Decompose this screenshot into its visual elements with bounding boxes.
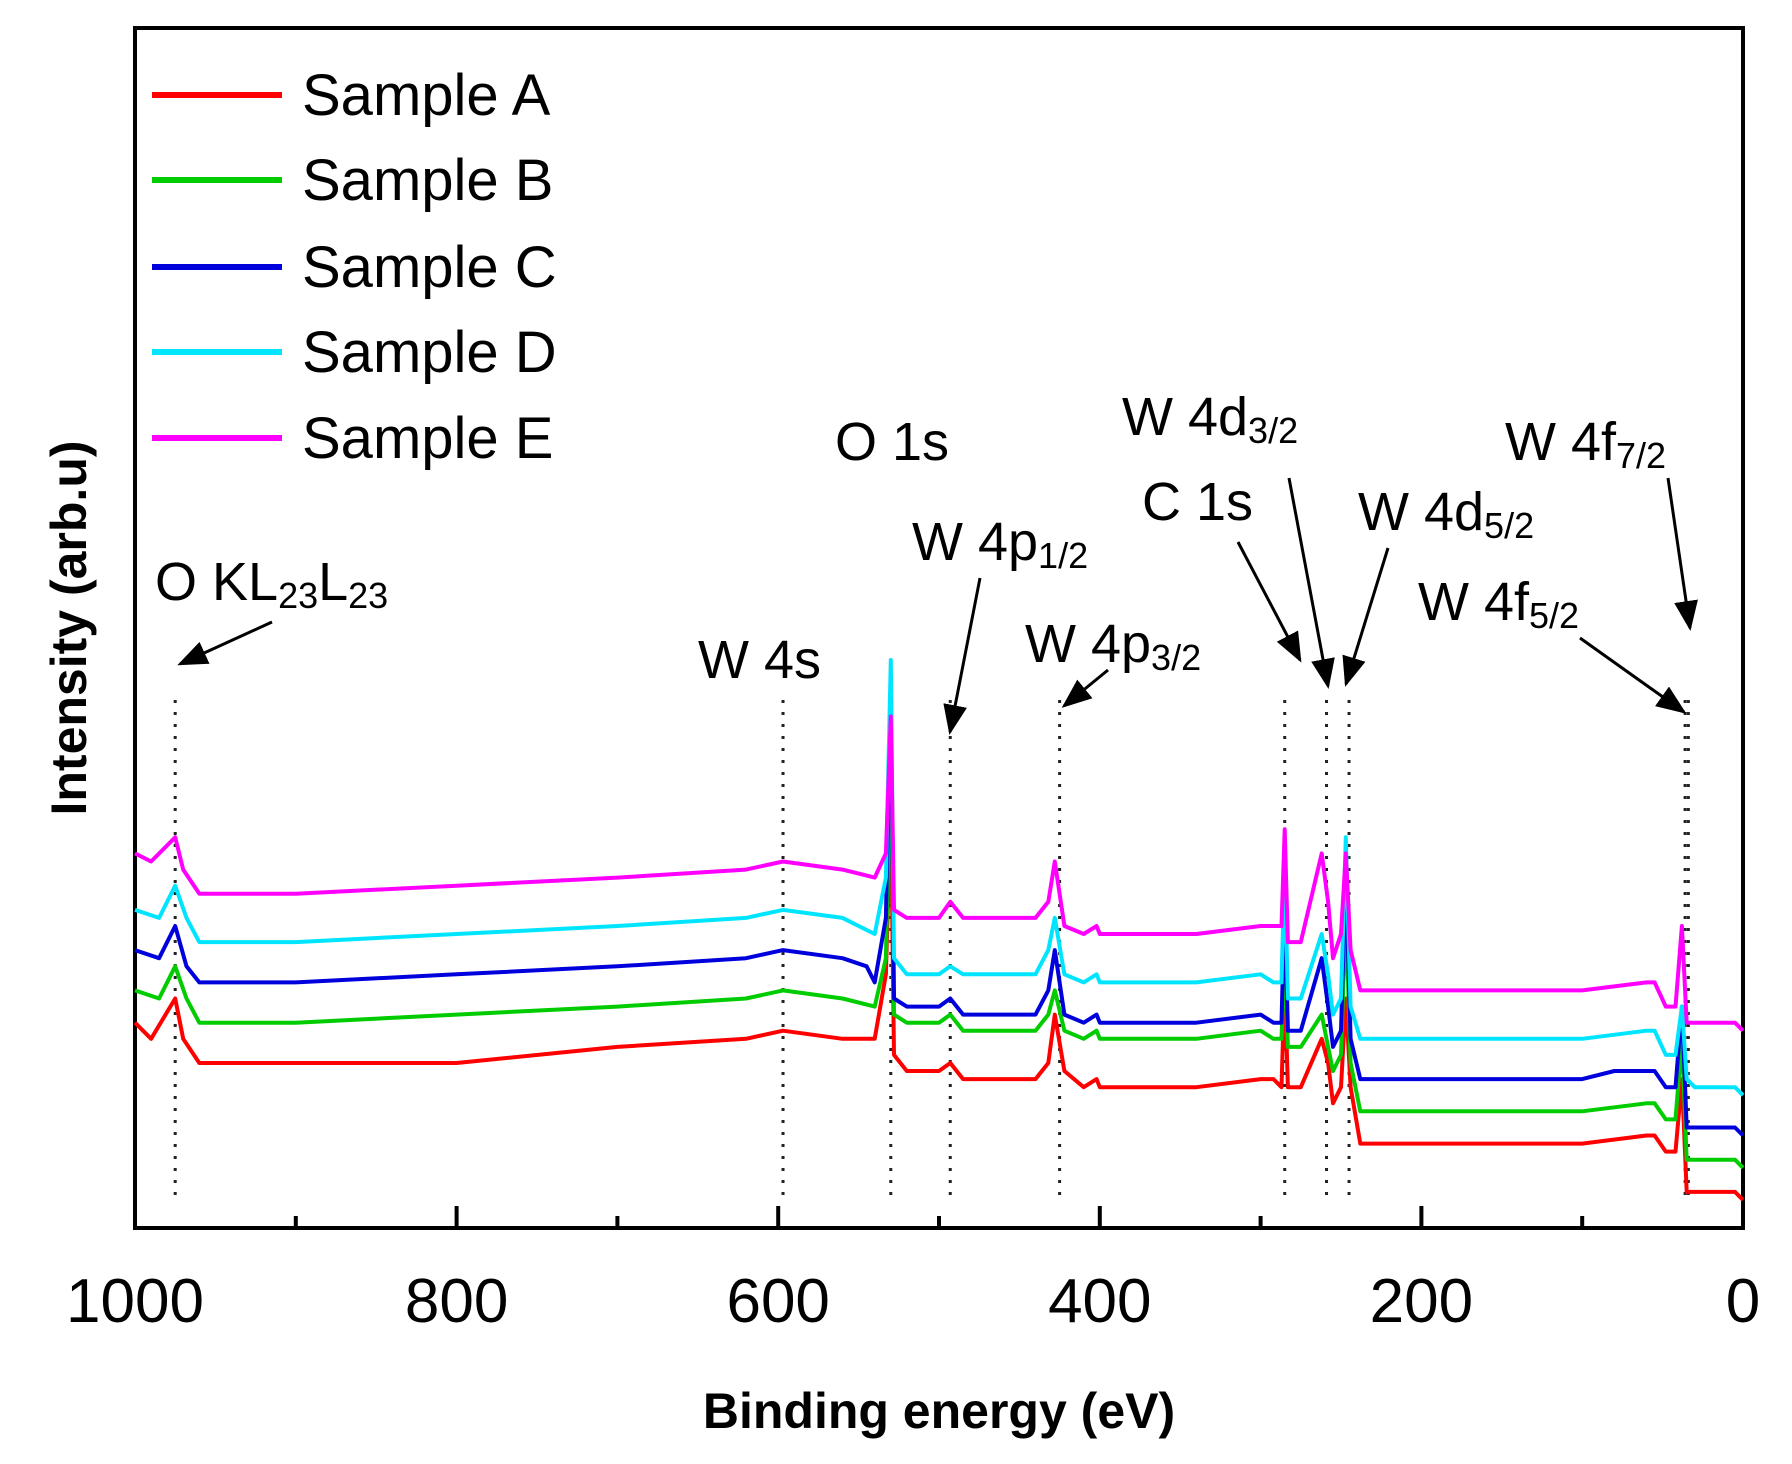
arrow-c-1s bbox=[1236, 541, 1302, 663]
legend-label-sample-d: Sample D bbox=[302, 320, 557, 385]
arrow-w-4p12 bbox=[943, 577, 982, 735]
legend-label-sample-e: Sample E bbox=[302, 406, 553, 471]
annotation-w-4d52: W 4d5/2 bbox=[1358, 482, 1534, 546]
arrow-w-4d32 bbox=[1287, 477, 1335, 689]
legend-label-sample-a: Sample A bbox=[302, 63, 551, 128]
annotation-w-4f52: W 4f5/2 bbox=[1418, 572, 1579, 636]
series-line-sample-a bbox=[133, 803, 1745, 1202]
series-line-sample-e bbox=[134, 714, 1745, 1033]
x-tick-label-200: 200 bbox=[1370, 1267, 1473, 1336]
peak-annotations: O KL23L23 W 4s O 1s W 4p1/2 W 4p3/2 C 1s… bbox=[155, 387, 1698, 735]
annotation-w-4f72: W 4f7/2 bbox=[1505, 412, 1666, 476]
x-tick-label-800: 800 bbox=[405, 1267, 508, 1336]
arrow-w-4f52 bbox=[1579, 636, 1687, 714]
x-tick-label-1000: 1000 bbox=[66, 1267, 204, 1336]
arrow-w-4f72 bbox=[1666, 477, 1698, 631]
arrow-w-4p32 bbox=[1061, 668, 1109, 708]
legend-label-sample-c: Sample C bbox=[302, 235, 557, 300]
peak-guide-lines bbox=[173, 700, 1690, 1200]
annotation-w-4p32: W 4p3/2 bbox=[1025, 614, 1201, 678]
x-tick-label-0: 0 bbox=[1726, 1267, 1760, 1336]
series-layer bbox=[133, 658, 1745, 1202]
x-tick-label-600: 600 bbox=[726, 1267, 829, 1336]
x-tick-label-400: 400 bbox=[1048, 1267, 1151, 1336]
series-line-sample-c bbox=[134, 674, 1745, 1137]
annotation-w-4p12: W 4p1/2 bbox=[912, 512, 1088, 576]
legend-label-sample-b: Sample B bbox=[302, 148, 553, 213]
annotation-w-4d32: W 4d3/2 bbox=[1122, 387, 1298, 451]
series-line-sample-d bbox=[134, 658, 1745, 1097]
x-tick-labels: 1000 800 600 400 200 0 bbox=[66, 1267, 1760, 1336]
arrow-o-kll bbox=[177, 620, 273, 666]
annotation-c-1s: C 1s bbox=[1142, 472, 1253, 532]
annotation-o-kll: O KL23L23 bbox=[155, 552, 388, 616]
y-axis-title: Intensity (arb.u) bbox=[41, 440, 97, 815]
legend: Sample A Sample B Sample C Sample D Samp… bbox=[152, 63, 557, 471]
series-line-sample-b bbox=[134, 730, 1745, 1170]
x-axis-ticks bbox=[133, 1206, 1745, 1228]
arrow-w-4d52 bbox=[1342, 547, 1390, 687]
annotation-w-4s: W 4s bbox=[698, 630, 821, 690]
x-axis-title: Binding energy (eV) bbox=[703, 1383, 1175, 1439]
annotation-o-1s: O 1s bbox=[835, 412, 949, 472]
